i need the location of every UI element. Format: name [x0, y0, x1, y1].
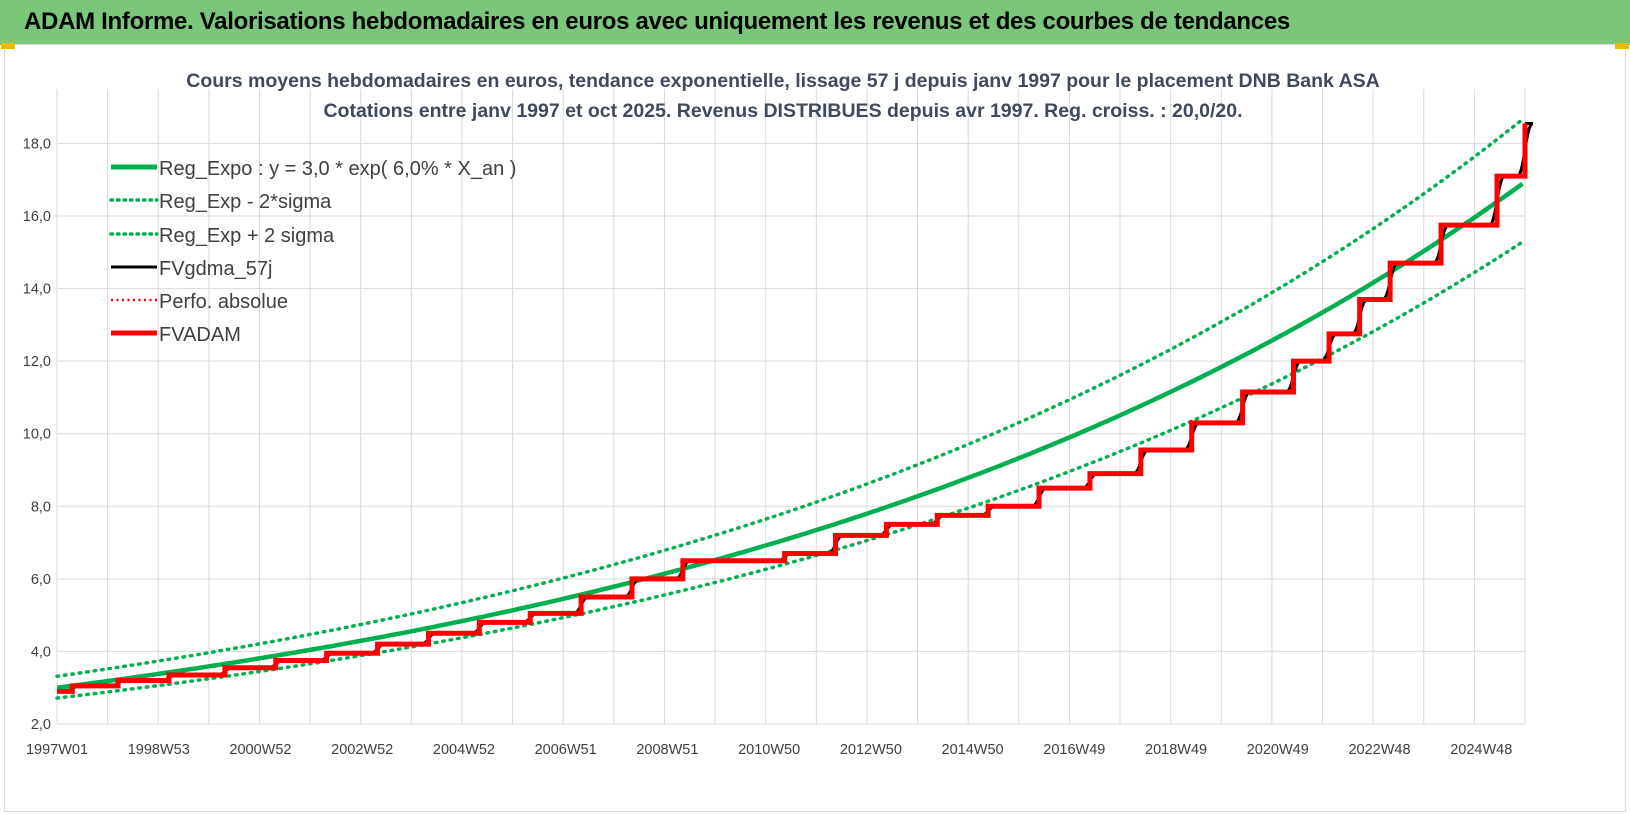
y-tick-label: 4,0 [31, 644, 51, 660]
reg-expo-line [56, 181, 1524, 690]
x-tick-label: 2006W51 [535, 742, 597, 758]
y-tick-label: 14,0 [23, 282, 51, 298]
y-tick-label: 8,0 [31, 499, 51, 515]
legend-label: Reg_Expo : y = 3,0 * exp( 6,0% * X_an ) [159, 158, 516, 180]
legend: Reg_Expo : y = 3,0 * exp( 6,0% * X_an ) … [109, 158, 516, 346]
report-banner: ADAM Informe. Valorisations hebdomadaire… [0, 0, 1630, 45]
legend-label: Reg_Exp - 2*sigma [159, 191, 332, 213]
y-tick-label: 6,0 [31, 572, 51, 588]
trend-chart: Cours moyens hebdomadaires en euros, ten… [23, 70, 1535, 758]
chart-subtitle-line-1: Cours moyens hebdomadaires en euros, ten… [186, 70, 1380, 92]
x-tick-label: 2002W52 [331, 742, 393, 758]
report-title: ADAM Informe. Valorisations hebdomadaire… [24, 8, 1290, 35]
legend-item-perfo: Perfo. absolue [111, 291, 288, 313]
reg-exp-minus-2sigma-line [55, 240, 1525, 700]
y-tick-label: 16,0 [23, 209, 51, 225]
x-tick-label: 2004W52 [433, 742, 495, 758]
y-axis: 2,0 4,0 6,0 8,0 10,0 12,0 14,0 16,0 18,0 [23, 136, 51, 733]
x-tick-label: 2012W50 [840, 742, 902, 758]
legend-label: Reg_Exp + 2 sigma [159, 225, 335, 247]
legend-item-reg-expo: Reg_Expo : y = 3,0 * exp( 6,0% * X_an ) [111, 158, 516, 180]
x-tick-label: 2008W51 [636, 742, 698, 758]
legend-item-fvadam: FVADAM [111, 324, 241, 346]
legend-label: FVgdma_57j [159, 258, 272, 280]
legend-label: FVADAM [159, 324, 241, 346]
fvadam-line [57, 123, 1528, 694]
x-axis: 1997W01 1998W53 2000W52 2002W52 2004W52 2006W… [26, 742, 1512, 758]
corner-marker [1, 43, 15, 49]
y-tick-label: 18,0 [23, 136, 51, 152]
y-tick-label: 2,0 [31, 717, 51, 733]
x-tick-label: 1997W01 [26, 742, 88, 758]
x-tick-label: 1998W53 [128, 742, 190, 758]
legend-label: Perfo. absolue [159, 291, 288, 313]
y-tick-label: 12,0 [23, 354, 51, 370]
x-tick-label: 2016W49 [1043, 742, 1105, 758]
reg-exp-plus-2sigma-line [55, 117, 1525, 679]
x-tick-label: 2024W48 [1450, 742, 1512, 758]
legend-item-reg-exp-plus: Reg_Exp + 2 sigma [109, 225, 335, 247]
x-tick-label: 2020W49 [1247, 742, 1309, 758]
corner-marker [1615, 43, 1629, 49]
series [55, 117, 1535, 700]
x-tick-label: 2022W48 [1348, 742, 1410, 758]
chart-subtitle-line-2: Cotations entre janv 1997 et oct 2025. R… [323, 100, 1242, 122]
grid [56, 89, 1526, 725]
legend-item-reg-exp-minus: Reg_Exp - 2*sigma [109, 191, 332, 213]
x-tick-label: 2010W50 [738, 742, 800, 758]
x-tick-label: 2018W49 [1145, 742, 1207, 758]
x-tick-label: 2014W50 [942, 742, 1004, 758]
x-tick-label: 2000W52 [229, 742, 291, 758]
y-tick-label: 10,0 [23, 427, 51, 443]
chart-frame: Cours moyens hebdomadaires en euros, ten… [1, 43, 1629, 812]
legend-item-fvgdma: FVgdma_57j [111, 258, 272, 280]
